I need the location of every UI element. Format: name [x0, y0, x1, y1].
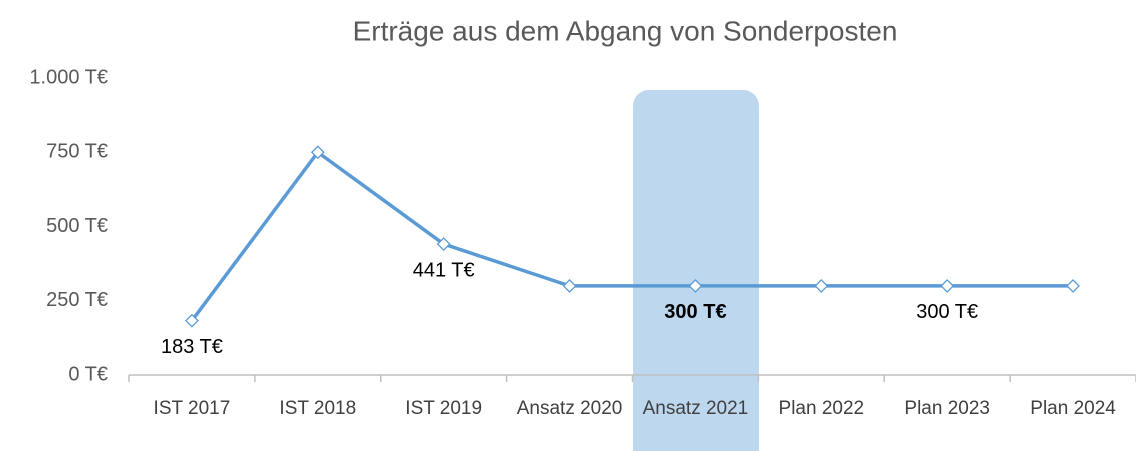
y-tick-label: 500 T€ [46, 215, 108, 237]
x-tick-label: IST 2017 [153, 398, 231, 419]
x-tick-label: Ansatz 2021 [642, 398, 749, 419]
y-tick-label: 0 T€ [68, 363, 108, 385]
marker [436, 237, 451, 251]
marker [562, 278, 577, 293]
y-tick-label: 1.000 T€ [29, 66, 108, 88]
marker [1066, 278, 1080, 293]
data-label: 300 T€ [916, 301, 978, 323]
x-tick-label: IST 2019 [405, 398, 483, 419]
x-tick-label: Plan 2022 [778, 398, 865, 419]
marker [688, 278, 703, 293]
data-label: 441 T€ [413, 259, 475, 281]
x-tick-label: Plan 2024 [1030, 398, 1116, 419]
x-tick-label: Ansatz 2020 [516, 398, 623, 419]
marker [814, 278, 829, 293]
line [190, 149, 1074, 322]
x-tick-label: IST 2018 [279, 398, 357, 419]
data-label: 300 T€ [664, 301, 726, 323]
y-tick-label: 750 T€ [46, 141, 108, 163]
x-tick-label: Plan 2023 [904, 398, 990, 419]
marker [940, 278, 955, 293]
marker [185, 313, 199, 328]
marker [310, 145, 325, 160]
y-tick-label: 250 T€ [46, 289, 108, 311]
data-label: 183 T€ [161, 336, 223, 358]
highlight [633, 90, 759, 451]
chart-title: Erträge aus dem Abgang von Sonderposten [353, 15, 898, 46]
